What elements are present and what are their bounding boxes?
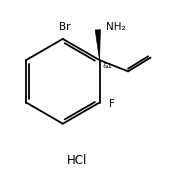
Text: F: F — [109, 99, 115, 109]
Text: &1: &1 — [103, 63, 113, 69]
Text: HCl: HCl — [66, 153, 87, 167]
Polygon shape — [95, 30, 100, 60]
Text: NH₂: NH₂ — [106, 22, 126, 32]
Text: Br: Br — [59, 22, 70, 32]
